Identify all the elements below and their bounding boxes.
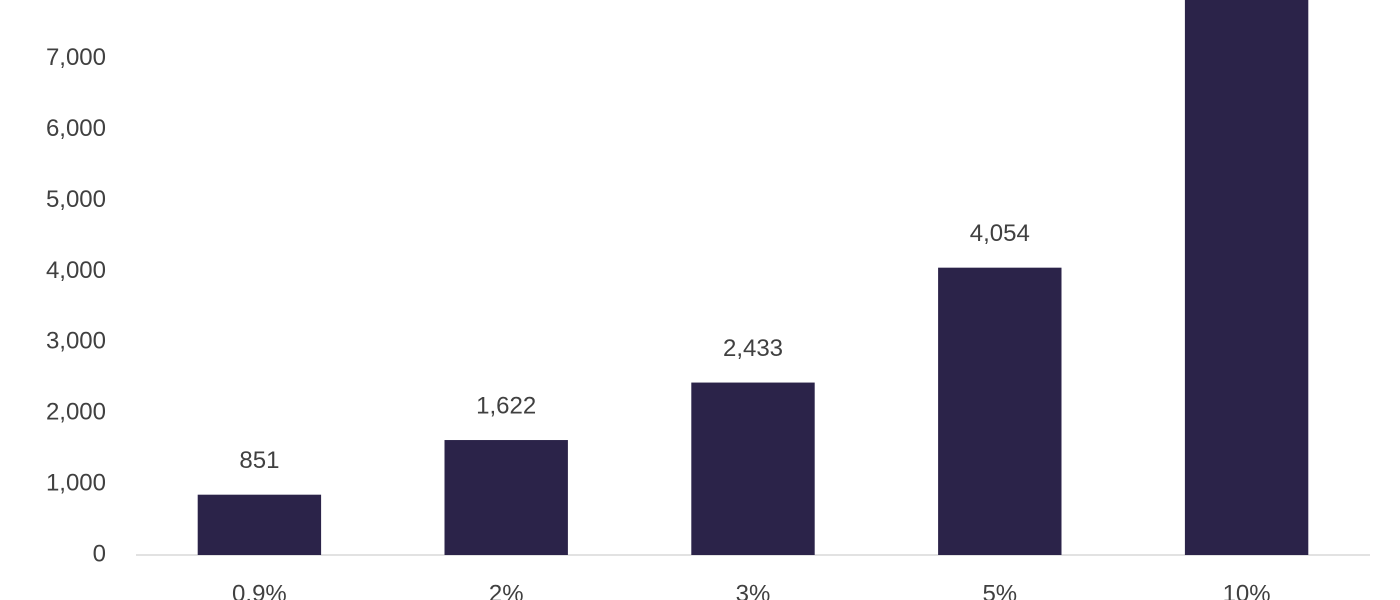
bar <box>938 267 1062 555</box>
bar <box>691 382 815 555</box>
bar <box>1184 0 1309 555</box>
y-tick-label: 5,000 <box>46 186 106 213</box>
x-tick-label: 5% <box>982 580 1017 600</box>
x-tick-label: 10% <box>1223 580 1271 600</box>
value-label: 1,622 <box>476 392 536 419</box>
x-tick-label: 2% <box>489 580 524 600</box>
y-tick-label: 6,000 <box>46 115 106 142</box>
value-label: 2,433 <box>723 335 783 362</box>
x-tick-label: 0.9% <box>232 580 287 600</box>
y-tick-label: 0 <box>93 540 106 567</box>
bar <box>197 494 322 555</box>
bar <box>444 440 568 555</box>
y-tick-label: 1,000 <box>46 469 106 496</box>
value-label: 851 <box>239 447 279 474</box>
y-tick-label: 4,000 <box>46 257 106 284</box>
y-tick-label: 7,000 <box>46 44 106 71</box>
value-label: 4,054 <box>970 220 1030 247</box>
y-tick-label: 2,000 <box>46 399 106 426</box>
x-tick-label: 3% <box>736 580 771 600</box>
y-tick-label: 3,000 <box>46 328 106 355</box>
